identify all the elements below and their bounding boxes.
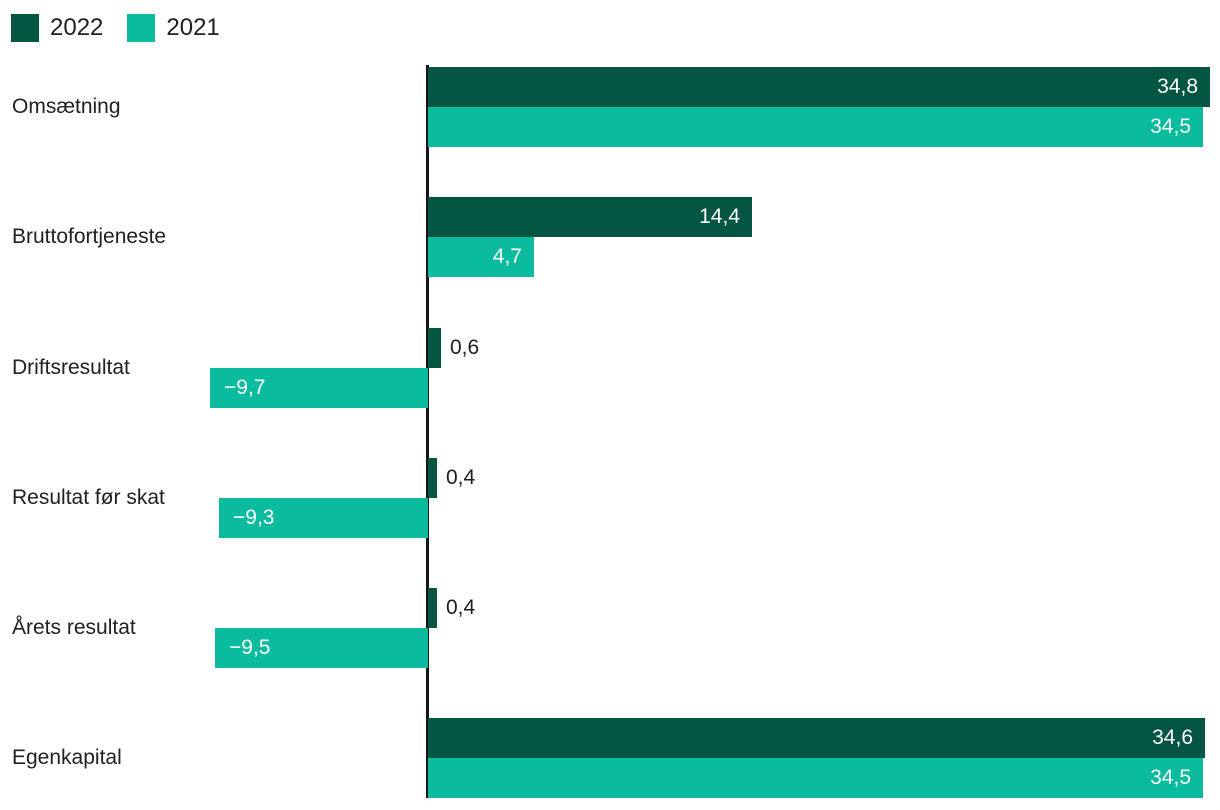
legend-label-2021: 2021 [166,14,220,41]
legend-item-2022: 2022 [11,14,103,42]
bar-value-label: 0,4 [446,466,476,489]
bar-2022-egenkapital: 34,6 [428,718,1205,758]
bar-value-label: 34,5 [1150,766,1191,789]
category-label-omsaetning: Omsætning [12,95,121,118]
legend-label-2022: 2022 [50,14,104,41]
bar-value-label: 34,5 [1150,115,1191,138]
bar-2021-bruttofortjeneste: 4,7 [428,237,534,277]
bar-value-label: 34,8 [1157,75,1198,98]
category-label-resultat-foer-skat: Resultat før skat [12,486,165,509]
category-label-aarets-resultat: Årets resultat [12,616,136,639]
legend-item-2021: 2021 [127,14,220,42]
bar-2022-bruttofortjeneste: 14,4 [428,197,752,237]
bar-2022-resultat-foer-skat: 0,4 [428,458,475,498]
bar-value-label: −9,7 [224,376,266,399]
bar-value-label: 4,7 [492,245,522,268]
bar-2022-aarets-resultat: 0,4 [428,588,475,628]
bar-value-label: 0,4 [446,596,476,619]
category-label-egenkapital: Egenkapital [12,746,122,769]
bar-value-label: 34,6 [1152,726,1193,749]
bar-2022-driftsresultat: 0,6 [428,328,479,368]
bar-value-label: −9,3 [233,506,275,529]
bar-2021-driftsresultat: −9,7 [210,368,428,408]
legend: 2022 2021 [11,14,220,42]
category-label-driftsresultat: Driftsresultat [12,356,130,379]
bar-2021-omsaetning: 34,5 [428,107,1203,147]
bar-value-label: 14,4 [699,205,740,228]
bar-2021-egenkapital: 34,5 [428,758,1203,798]
category-label-bruttofortjeneste: Bruttofortjeneste [12,225,167,248]
legend-swatch-2022-icon [11,14,39,42]
bar-value-label: 0,6 [450,336,480,359]
legend-swatch-2021-icon [127,14,156,42]
bar-2021-aarets-resultat: −9,5 [215,628,428,668]
baseline-axis [426,65,429,798]
bar-value-label: −9,5 [229,636,271,659]
bar-2021-resultat-foer-skat: −9,3 [219,498,428,538]
bar-2022-omsaetning: 34,8 [428,67,1210,107]
